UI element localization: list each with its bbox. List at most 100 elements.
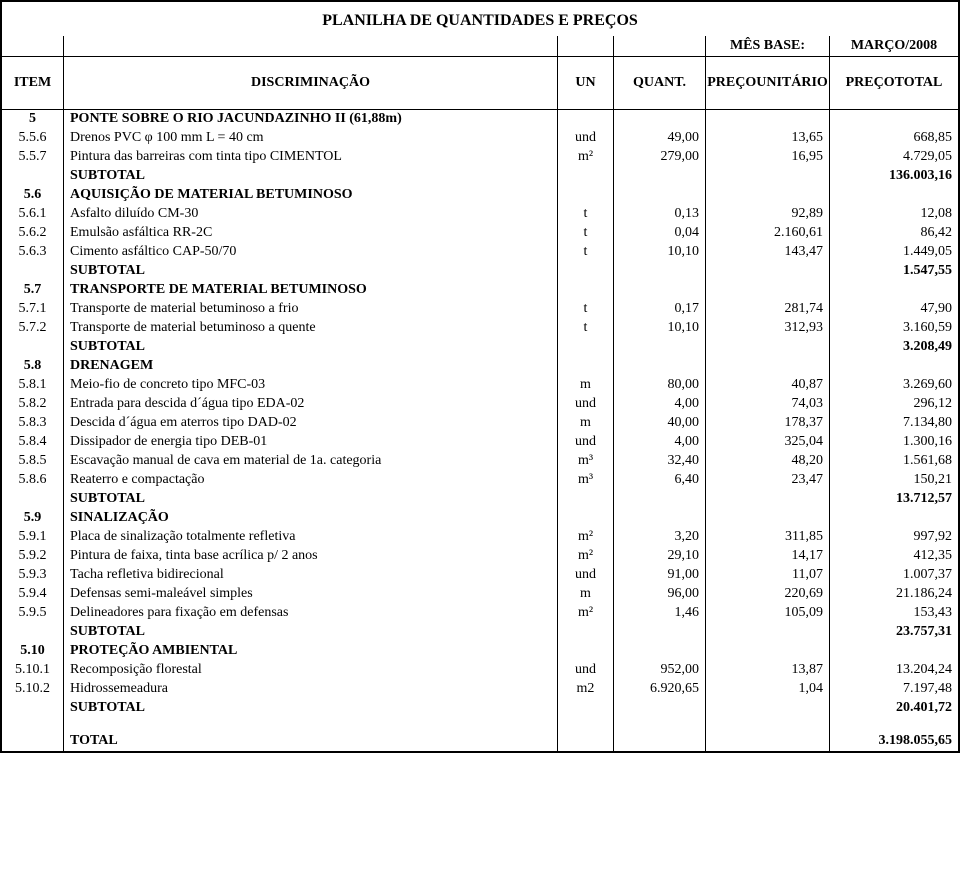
- cell-un: [558, 281, 614, 300]
- cell-un: m²: [558, 148, 614, 167]
- cell-quant: 6,40: [614, 471, 706, 490]
- table-row: 5.6.1Asfalto diluído CM-30t0,1392,8912,0…: [2, 205, 958, 224]
- cell-un: und: [558, 129, 614, 148]
- cell-item: 5.9.5: [2, 604, 64, 623]
- cell-desc: Meio-fio de concreto tipo MFC-03: [64, 376, 558, 395]
- header-mes-base: MÊS BASE: MARÇO/2008: [2, 36, 958, 56]
- cell-preco-total: 23.757,31: [830, 623, 958, 642]
- cell-quant: [614, 718, 706, 732]
- cell-un: t: [558, 319, 614, 338]
- cell-desc: Transporte de material betuminoso a quen…: [64, 319, 558, 338]
- cell-item: [2, 732, 64, 751]
- cell-preco-total: 1.449,05: [830, 243, 958, 262]
- cell-preco-unit: 23,47: [706, 471, 830, 490]
- cell-item: 5.9.2: [2, 547, 64, 566]
- cell-desc: AQUISIÇÃO DE MATERIAL BETUMINOSO: [64, 186, 558, 205]
- cell-preco-total: 1.547,55: [830, 262, 958, 281]
- table-row: 5.10.1Recomposição florestalund952,0013,…: [2, 661, 958, 680]
- cell-quant: [614, 490, 706, 509]
- cell-preco-total: 997,92: [830, 528, 958, 547]
- cell-desc: Drenos PVC φ 100 mm L = 40 cm: [64, 129, 558, 148]
- page-title: PLANILHA DE QUANTIDADES E PREÇOS: [322, 12, 638, 29]
- cell-quant: 10,10: [614, 319, 706, 338]
- cell-preco-total: 20.401,72: [830, 699, 958, 718]
- cell-desc: Emulsão asfáltica RR-2C: [64, 224, 558, 243]
- cell-un: m³: [558, 471, 614, 490]
- cell-quant: 80,00: [614, 376, 706, 395]
- cell-item: 5.6.2: [2, 224, 64, 243]
- table-row: 5.8.1Meio-fio de concreto tipo MFC-03m80…: [2, 376, 958, 395]
- cell-preco-total: 153,43: [830, 604, 958, 623]
- cell-item: 5: [2, 110, 64, 129]
- cell-preco-unit: [706, 186, 830, 205]
- table-row: 5.9.4Defensas semi-maleável simplesm96,0…: [2, 585, 958, 604]
- cell-desc: SUBTOTAL: [64, 490, 558, 509]
- cell-preco-unit: [706, 110, 830, 129]
- cell-quant: [614, 281, 706, 300]
- cell-quant: [614, 699, 706, 718]
- cell-item: [2, 262, 64, 281]
- title-row: PLANILHA DE QUANTIDADES E PREÇOS: [2, 2, 958, 36]
- cell-item: 5.5.7: [2, 148, 64, 167]
- table-row: 5.7.1Transporte de material betuminoso a…: [2, 300, 958, 319]
- cell-preco-unit: 178,37: [706, 414, 830, 433]
- cell-item: [2, 718, 64, 732]
- cell-preco-unit: [706, 718, 830, 732]
- cell-preco-unit: 14,17: [706, 547, 830, 566]
- cell-un: m: [558, 414, 614, 433]
- table-row: 5.9.3Tacha refletiva bidirecionalund91,0…: [2, 566, 958, 585]
- cell-item: 5.9.1: [2, 528, 64, 547]
- cell-un: m: [558, 376, 614, 395]
- cell-preco-unit: 92,89: [706, 205, 830, 224]
- cell-un: [558, 509, 614, 528]
- table-row: 5.8.3Descida d´água em aterros tipo DAD-…: [2, 414, 958, 433]
- table-row: 5.10.2Hidrossemeaduram26.920,651,047.197…: [2, 680, 958, 699]
- cell-quant: 32,40: [614, 452, 706, 471]
- cell-quant: [614, 186, 706, 205]
- table-row: 5.5.7Pintura das barreiras com tinta tip…: [2, 148, 958, 167]
- cell-desc: Dissipador de energia tipo DEB-01: [64, 433, 558, 452]
- cell-preco-total: 86,42: [830, 224, 958, 243]
- cell-desc: Delineadores para fixação em defensas: [64, 604, 558, 623]
- cell-preco-total: 412,35: [830, 547, 958, 566]
- cell-un: m2: [558, 680, 614, 699]
- cell-quant: [614, 262, 706, 281]
- cell-un: m³: [558, 452, 614, 471]
- cell-item: 5.8.5: [2, 452, 64, 471]
- cell-quant: 952,00: [614, 661, 706, 680]
- col-preco-unitario: PREÇO UNITÁRIO: [706, 57, 830, 109]
- col-quant: QUANT.: [614, 57, 706, 109]
- cell-un: t: [558, 224, 614, 243]
- cell-item: 5.6: [2, 186, 64, 205]
- cell-preco-total: [830, 509, 958, 528]
- cell-preco-unit: 105,09: [706, 604, 830, 623]
- cell-desc: Placa de sinalização totalmente refletiv…: [64, 528, 558, 547]
- price-sheet: PLANILHA DE QUANTIDADES E PREÇOS MÊS BAS…: [0, 0, 960, 753]
- cell-un: [558, 167, 614, 186]
- table-row: 5.9SINALIZAÇÃO: [2, 509, 958, 528]
- table-row: 5.8.4Dissipador de energia tipo DEB-01un…: [2, 433, 958, 452]
- cell-preco-unit: 11,07: [706, 566, 830, 585]
- cell-desc: SUBTOTAL: [64, 262, 558, 281]
- cell-desc: Pintura das barreiras com tinta tipo CIM…: [64, 148, 558, 167]
- cell-un: [558, 623, 614, 642]
- cell-item: [2, 338, 64, 357]
- cell-desc: TRANSPORTE DE MATERIAL BETUMINOSO: [64, 281, 558, 300]
- cell-preco-total: 4.729,05: [830, 148, 958, 167]
- cell-quant: 1,46: [614, 604, 706, 623]
- cell-quant: 0,13: [614, 205, 706, 224]
- table-row: SUBTOTAL136.003,16: [2, 167, 958, 186]
- cell-preco-total: 1.300,16: [830, 433, 958, 452]
- cell-preco-total: [830, 642, 958, 661]
- table-body: 5PONTE SOBRE O RIO JACUNDAZINHO II (61,8…: [2, 109, 958, 751]
- table-row: SUBTOTAL13.712,57: [2, 490, 958, 509]
- cell-preco-total: [830, 281, 958, 300]
- cell-item: 5.10.2: [2, 680, 64, 699]
- cell-un: m²: [558, 528, 614, 547]
- col-discriminacao: DISCRIMINAÇÃO: [64, 57, 558, 109]
- cell-desc: Cimento asfáltico CAP-50/70: [64, 243, 558, 262]
- cell-preco-total: 13.204,24: [830, 661, 958, 680]
- cell-quant: 4,00: [614, 433, 706, 452]
- cell-un: und: [558, 661, 614, 680]
- cell-un: m²: [558, 604, 614, 623]
